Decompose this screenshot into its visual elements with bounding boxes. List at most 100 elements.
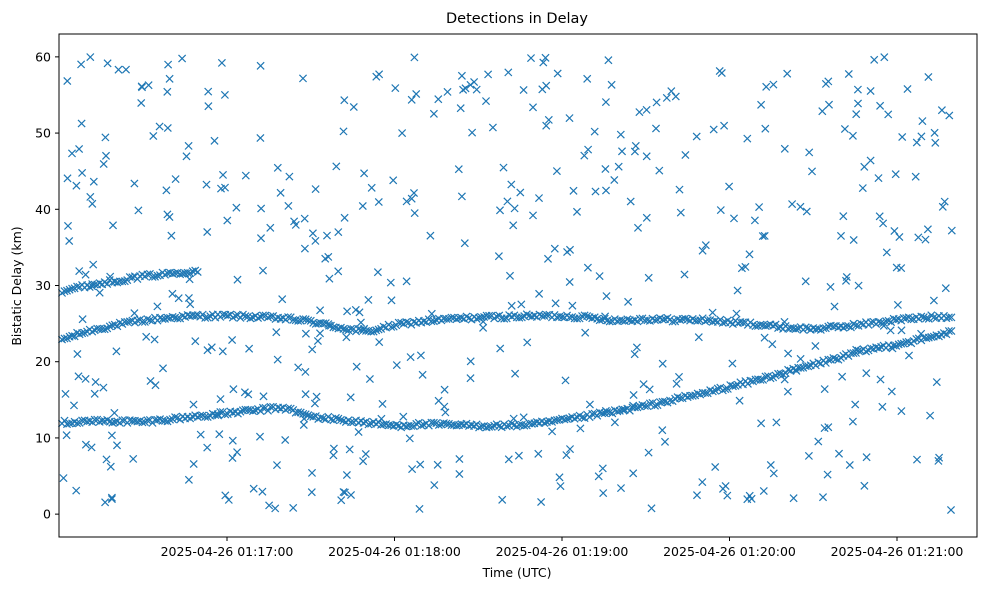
data-point-main-track [339,324,348,334]
data-point-clutter [583,263,592,272]
data-point-clutter [534,449,543,458]
data-point-upper-track [65,285,74,294]
data-point-clutter [886,326,895,335]
data-point-main-track [138,317,147,326]
data-point-clutter [63,221,73,230]
data-point-clutter [743,495,752,504]
data-point-clutter [265,501,274,510]
data-point-lower-track [588,409,597,418]
data-point-clutter [542,121,551,130]
data-point-clutter [443,87,452,96]
data-point-clutter [720,121,729,130]
data-point-clutter [372,72,381,81]
data-point-clutter [457,71,466,80]
data-point-clutter [496,344,505,353]
data-point-clutter [461,84,470,93]
data-point-clutter [256,234,266,243]
data-point-clutter [165,74,174,83]
data-point-clutter [652,98,661,107]
data-point-lower-track [676,394,685,403]
data-point-clutter [517,300,526,309]
data-point-main-track [88,327,97,336]
data-point-clutter [658,426,667,435]
data-point-clutter [307,468,317,477]
data-point-clutter [228,453,237,463]
data-point-clutter [875,212,884,221]
data-point-clutter [675,185,684,194]
data-point-clutter [505,271,515,280]
data-point-clutter [112,347,121,356]
data-point-clutter [272,328,281,337]
data-point-clutter [174,294,183,303]
data-point-clutter [337,496,346,505]
data-point-main-track [618,316,627,325]
data-point-lower-track [892,341,901,350]
data-point-clutter [402,277,411,286]
data-point-clutter [735,396,744,405]
data-point-clutter [334,228,343,237]
data-point-clutter [258,266,268,275]
data-point-clutter [601,98,610,107]
data-point-clutter [826,282,835,291]
data-point-clutter [130,179,139,188]
data-point-clutter [535,289,544,298]
data-point-clutter [903,84,912,94]
data-point-lower-track [248,407,258,416]
data-point-main-track [374,325,383,334]
data-point-main-track [829,322,838,331]
data-point-clutter [77,119,86,128]
data-point-clutter [811,341,820,351]
data-point-main-track [819,324,828,333]
data-point-clutter [75,267,84,276]
data-point-clutter [301,390,310,399]
data-point-main-track [143,315,152,324]
data-point-clutter [539,58,548,67]
data-point-lower-track [688,391,697,400]
data-point-clutter [862,453,871,462]
data-point-clutter [387,296,396,305]
data-point-main-track [329,323,338,332]
data-point-clutter [146,376,155,386]
data-point-clutter [629,401,638,410]
data-point-clutter [565,114,574,123]
data-point-clutter [191,337,200,346]
data-point-clutter [165,212,174,222]
data-point-clutter [310,399,319,408]
y-tick-label: 0 [43,507,51,522]
data-point-clutter [162,186,171,195]
data-point-clutter [932,378,941,387]
data-point-clutter [266,223,275,232]
data-point-clutter [182,152,191,161]
data-point-clutter [416,351,425,360]
data-point-clutter [359,457,368,466]
data-point-lower-track [284,404,293,413]
data-point-clutter [891,170,900,179]
data-point-clutter [108,221,118,230]
data-point-lower-track [640,401,649,410]
data-point-clutter [904,351,914,360]
y-tick-label: 40 [35,202,51,217]
data-point-clutter [312,392,321,401]
data-point-main-track [429,317,438,326]
data-point-lower-track [294,408,303,417]
data-point-lower-track [766,374,775,383]
data-point-clutter [144,81,153,90]
data-point-clutter [680,270,689,279]
data-point-main-track [266,312,275,321]
data-point-clutter [228,335,237,345]
data-point-clutter [716,206,725,215]
data-point-clutter [407,95,416,104]
data-point-clutter [897,326,906,335]
data-point-upper-track [103,279,112,289]
data-point-lower-track [552,415,562,425]
data-point-main-track [253,313,263,323]
data-point-lower-track [412,419,421,428]
data-point-clutter [101,498,110,507]
data-point-upper-track [68,284,77,293]
data-point-clutter [300,214,309,223]
data-point-lower-track [165,415,175,424]
data-point-upper-track [171,269,180,278]
x-tick-label: 2025-04-26 01:19:00 [496,544,629,559]
data-point-clutter [358,201,367,211]
data-point-clutter [137,98,146,108]
